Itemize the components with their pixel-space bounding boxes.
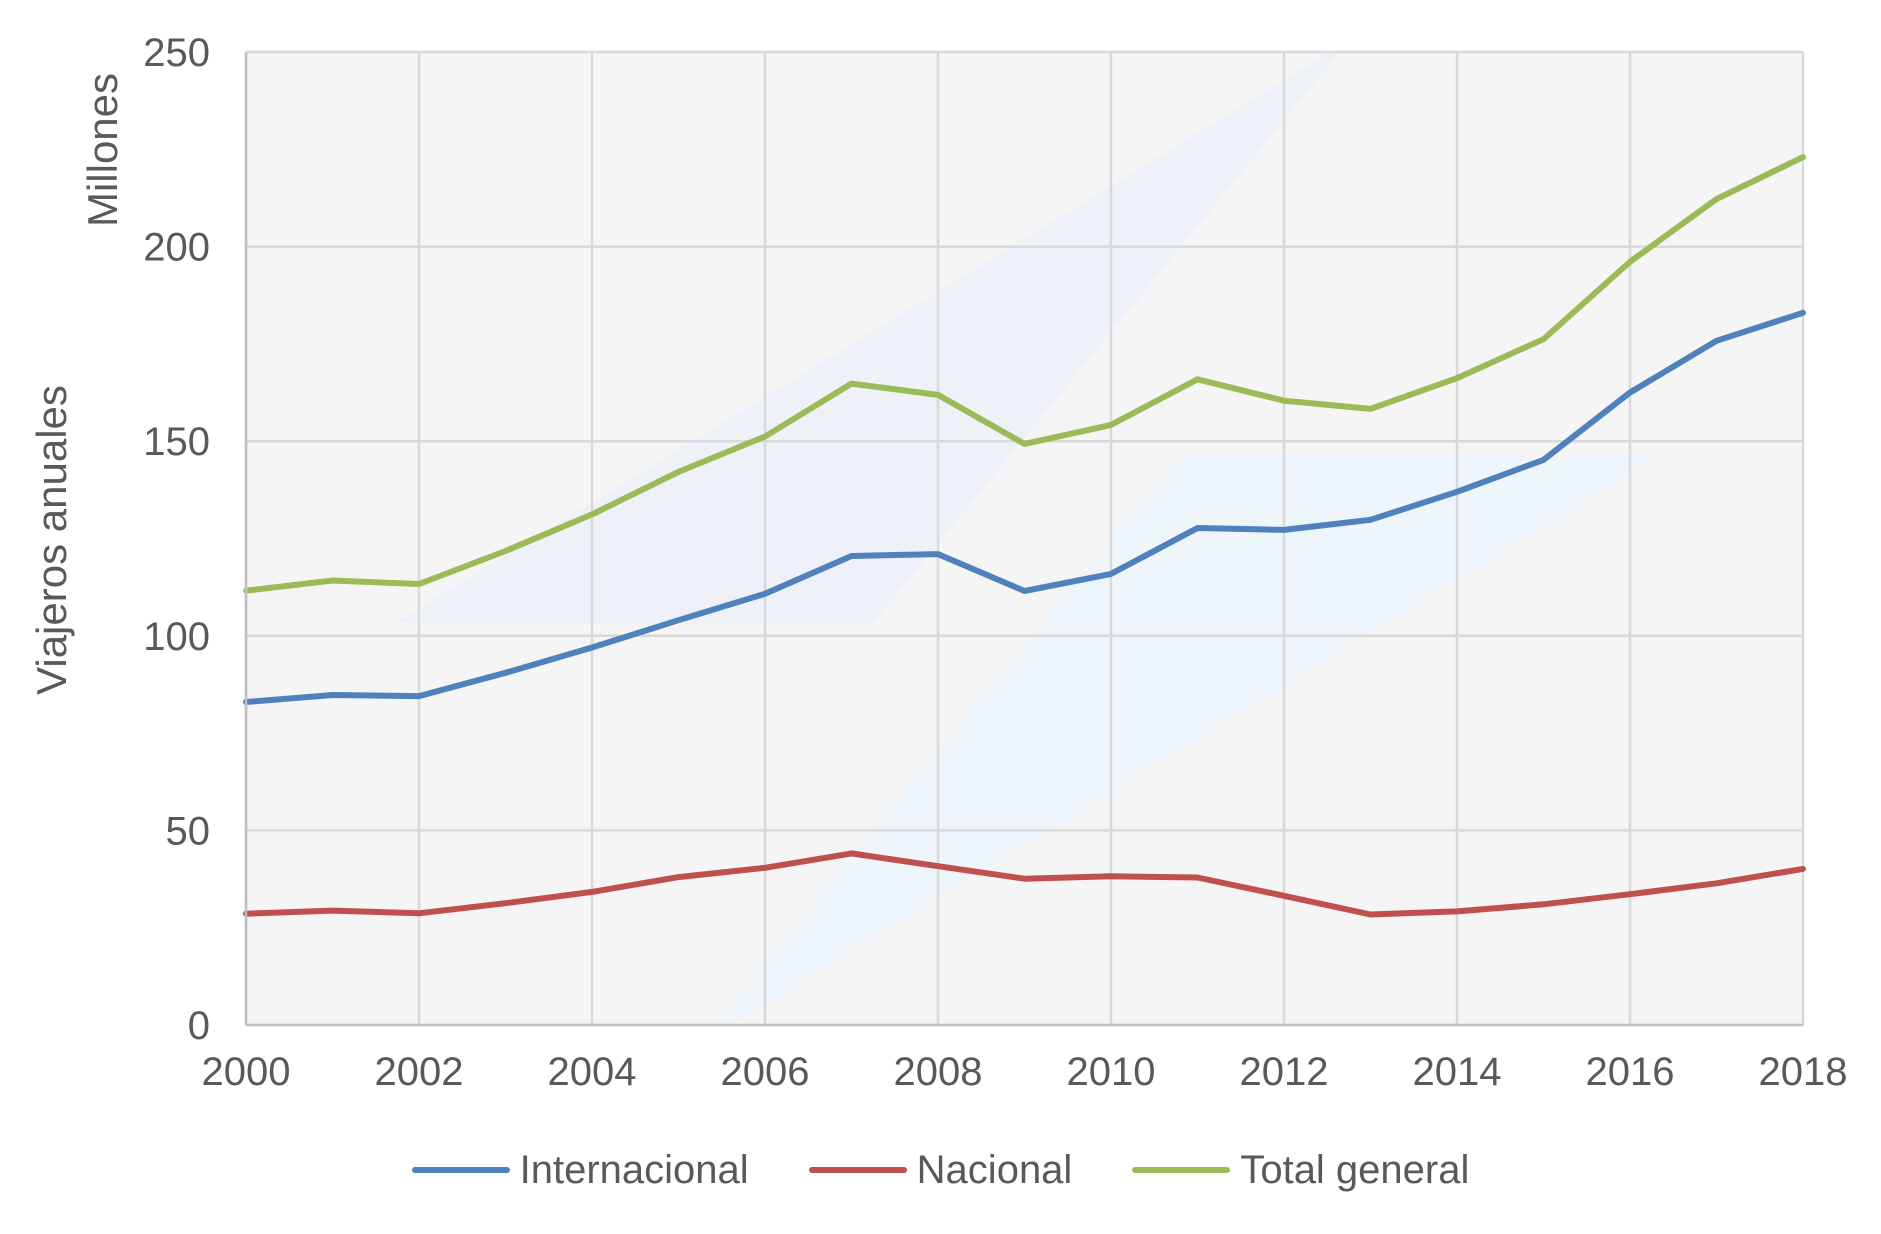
legend-label-nacional: Nacional <box>916 1147 1073 1192</box>
y-axis-unit-label: Millones <box>79 73 126 227</box>
y-tick-label-250: 250 <box>143 31 210 75</box>
x-tick-label-2002: 2002 <box>375 1050 464 1094</box>
series-line-nacional <box>243 850 1806 918</box>
legend-label-total-general: Total general <box>1240 1147 1470 1192</box>
y-tick-label-150: 150 <box>143 420 210 464</box>
legend-swatch-internacional <box>411 1167 510 1173</box>
legend-item-total-general: Total general <box>1132 1148 1469 1193</box>
plot-background <box>246 52 1803 1025</box>
y-tick-label-100: 100 <box>143 615 210 659</box>
x-tick-label-2006: 2006 <box>721 1050 810 1094</box>
x-tick-label-2008: 2008 <box>894 1050 983 1094</box>
legend-swatch-nacional <box>808 1167 907 1173</box>
legend: Internacional Nacional Total general <box>0 1140 1881 1200</box>
x-tick-label-2018: 2018 <box>1759 1050 1848 1094</box>
x-tick-label-2014: 2014 <box>1413 1050 1502 1094</box>
watermark-shape-lower <box>713 458 1655 1025</box>
axes: 0 50 100 150 200 250 2000 2002 2004 2006 2008 2010 2… <box>143 31 1847 1094</box>
legend-swatch-total-general <box>1132 1167 1231 1173</box>
x-tick-label-2012: 2012 <box>1240 1050 1329 1094</box>
y-tick-label-200: 200 <box>143 226 210 270</box>
y-tick-label-50: 50 <box>166 809 211 853</box>
series-line-total-general <box>243 154 1806 594</box>
x-tick-label-2016: 2016 <box>1586 1050 1675 1094</box>
x-tick-label-2010: 2010 <box>1067 1050 1156 1094</box>
series-line-internacional <box>243 309 1806 705</box>
legend-label-internacional: Internacional <box>519 1147 749 1192</box>
y-axis-label: Viajeros anuales <box>28 385 75 695</box>
legend-item-nacional: Nacional <box>808 1147 1073 1193</box>
y-tick-label-0: 0 <box>188 1004 210 1048</box>
series-lines <box>243 154 1806 918</box>
x-tick-label-2000: 2000 <box>202 1050 291 1094</box>
watermark-shape-upper <box>395 52 1340 623</box>
watermark-logo <box>395 52 1655 1025</box>
x-tick-label-2004: 2004 <box>548 1050 637 1094</box>
legend-item-internacional: Internacional <box>411 1147 749 1193</box>
